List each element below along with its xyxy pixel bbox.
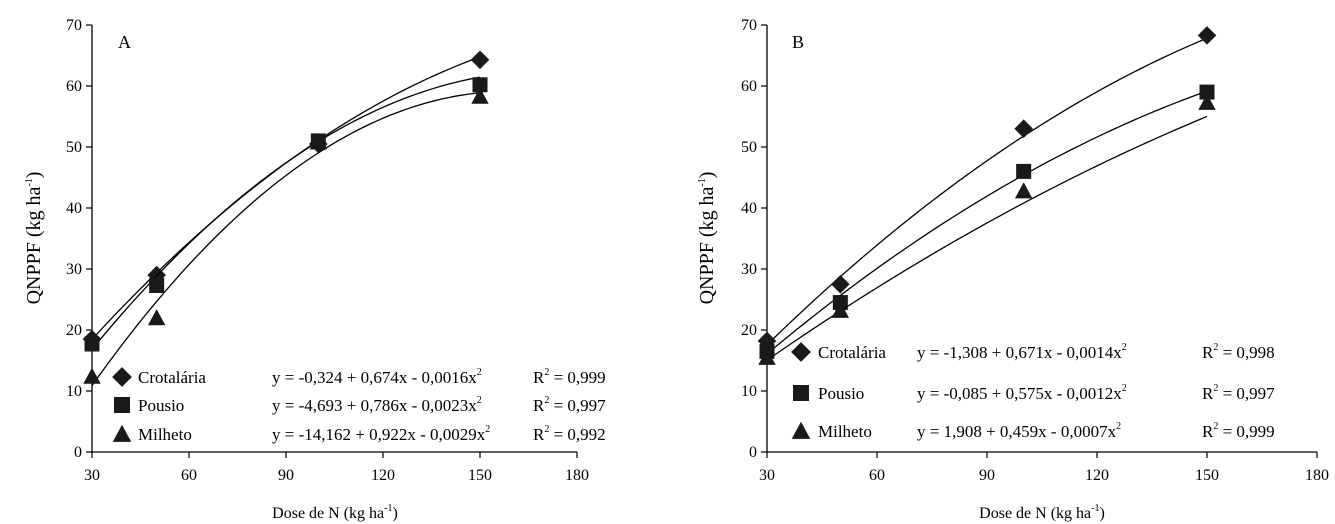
data-point-triangle xyxy=(1198,93,1216,110)
y-tick-label: 30 xyxy=(741,261,757,278)
x-axis-label: Dose de N (kg ha-1) xyxy=(979,503,1105,522)
y-tick-label: 60 xyxy=(741,78,757,95)
legend-series-name: Pousio xyxy=(138,396,184,415)
legend-equation: y = -4,693 + 0,786x - 0,0023x2 xyxy=(272,395,482,415)
legend-marker-triangle xyxy=(791,421,811,439)
legend-r-squared: R2 = 0,998 xyxy=(1202,342,1275,362)
y-tick-label: 50 xyxy=(66,139,82,156)
data-point-diamond xyxy=(1197,26,1217,45)
legend-series-name: Milheto xyxy=(138,425,192,444)
legend-r-squared: R2 = 0,997 xyxy=(533,395,606,415)
legend-equation: y = -14,162 + 0,922x - 0,0029x2 xyxy=(272,424,490,444)
data-point-square xyxy=(472,77,488,93)
x-axis-label: Dose de N (kg ha-1) xyxy=(272,503,398,522)
data-point-triangle xyxy=(1014,182,1033,199)
x-tick-label: 90 xyxy=(278,467,294,484)
legend-equation: y = -1,308 + 0,671x - 0,0014x2 xyxy=(917,342,1127,362)
data-point-square xyxy=(1199,84,1215,100)
x-tick-label: 180 xyxy=(1305,467,1329,484)
x-tick-label: 120 xyxy=(1085,467,1109,484)
x-tick-label: 150 xyxy=(1195,467,1219,484)
legend-marker-triangle xyxy=(112,424,132,442)
legend-marker-diamond xyxy=(791,342,811,362)
legend-equation: y = 1,908 + 0,459x - 0,0007x2 xyxy=(917,421,1121,441)
data-point-triangle xyxy=(309,133,328,150)
legend-marker-square xyxy=(114,397,130,413)
y-tick-label: 50 xyxy=(741,139,757,156)
legend-marker-diamond xyxy=(112,367,132,387)
y-tick-label: 10 xyxy=(66,383,82,400)
legend-equation: y = -0,324 + 0,674x - 0,0016x2 xyxy=(272,367,482,387)
y-tick-label: 70 xyxy=(741,17,757,34)
y-tick-label: 60 xyxy=(66,78,82,95)
legend-r-squared: R2 = 0,992 xyxy=(533,424,606,444)
data-point-diamond xyxy=(1014,119,1033,138)
panel-label: B xyxy=(792,32,804,52)
fit-curve-triangle xyxy=(766,115,1208,361)
legend-equation: y = -0,085 + 0,575x - 0,0012x2 xyxy=(917,383,1127,403)
y-tick-label: 0 xyxy=(74,444,82,461)
x-tick-label: 60 xyxy=(869,467,885,484)
legend-series-name: Milheto xyxy=(818,422,872,441)
x-tick-label: 120 xyxy=(371,467,395,484)
y-axis-label: QNPPF (kg ha-1) xyxy=(696,172,718,305)
data-point-square xyxy=(84,336,100,352)
x-tick-label: 60 xyxy=(181,467,197,484)
data-point-triangle xyxy=(831,301,850,318)
fit-curve-diamond xyxy=(91,56,481,340)
panel-label: A xyxy=(118,32,131,52)
x-tick-label: 30 xyxy=(84,467,100,484)
y-tick-label: 40 xyxy=(741,200,757,217)
y-tick-label: 30 xyxy=(66,261,82,278)
legend-marker-square xyxy=(793,385,809,401)
data-point-triangle xyxy=(147,309,166,326)
y-tick-label: 70 xyxy=(66,17,82,34)
chart-panel-a: 0 10 20 30 40 50 60 70 30 60 90 120 150 180 A QNPPF (kg… xyxy=(23,17,606,522)
legend-series-name: Pousio xyxy=(818,384,864,403)
data-point-square xyxy=(1016,163,1032,179)
fit-curve-square xyxy=(91,76,481,350)
data-point-diamond xyxy=(470,50,490,70)
y-tick-label: 40 xyxy=(66,200,82,217)
x-tick-label: 150 xyxy=(468,467,492,484)
legend-series-name: Crotalária xyxy=(138,368,206,387)
data-point-triangle xyxy=(83,367,101,384)
data-point-square xyxy=(149,277,165,293)
chart-panel-b: 0 10 20 30 40 50 60 70 30 60 90 120 150 180 B QNPPF (kg… xyxy=(696,17,1329,522)
data-point-diamond xyxy=(831,274,850,294)
fit-curve-triangle xyxy=(91,92,481,386)
y-tick-label: 0 xyxy=(749,444,757,461)
data-point-triangle xyxy=(471,87,489,104)
y-tick-label: 20 xyxy=(66,322,82,339)
x-tick-label: 180 xyxy=(565,467,589,484)
data-point-diamond xyxy=(757,331,777,351)
x-tick-label: 30 xyxy=(759,467,775,484)
legend-series-name: Crotalária xyxy=(818,343,886,362)
x-tick-label: 90 xyxy=(979,467,995,484)
y-tick-label: 10 xyxy=(741,383,757,400)
legend-r-squared: R2 = 0,999 xyxy=(533,367,606,387)
legend-r-squared: R2 = 0,999 xyxy=(1202,421,1275,441)
legend-r-squared: R2 = 0,997 xyxy=(1202,383,1275,403)
y-tick-label: 20 xyxy=(741,322,757,339)
data-point-triangle xyxy=(758,348,776,365)
y-axis-label: QNPPF (kg ha-1) xyxy=(23,172,45,305)
